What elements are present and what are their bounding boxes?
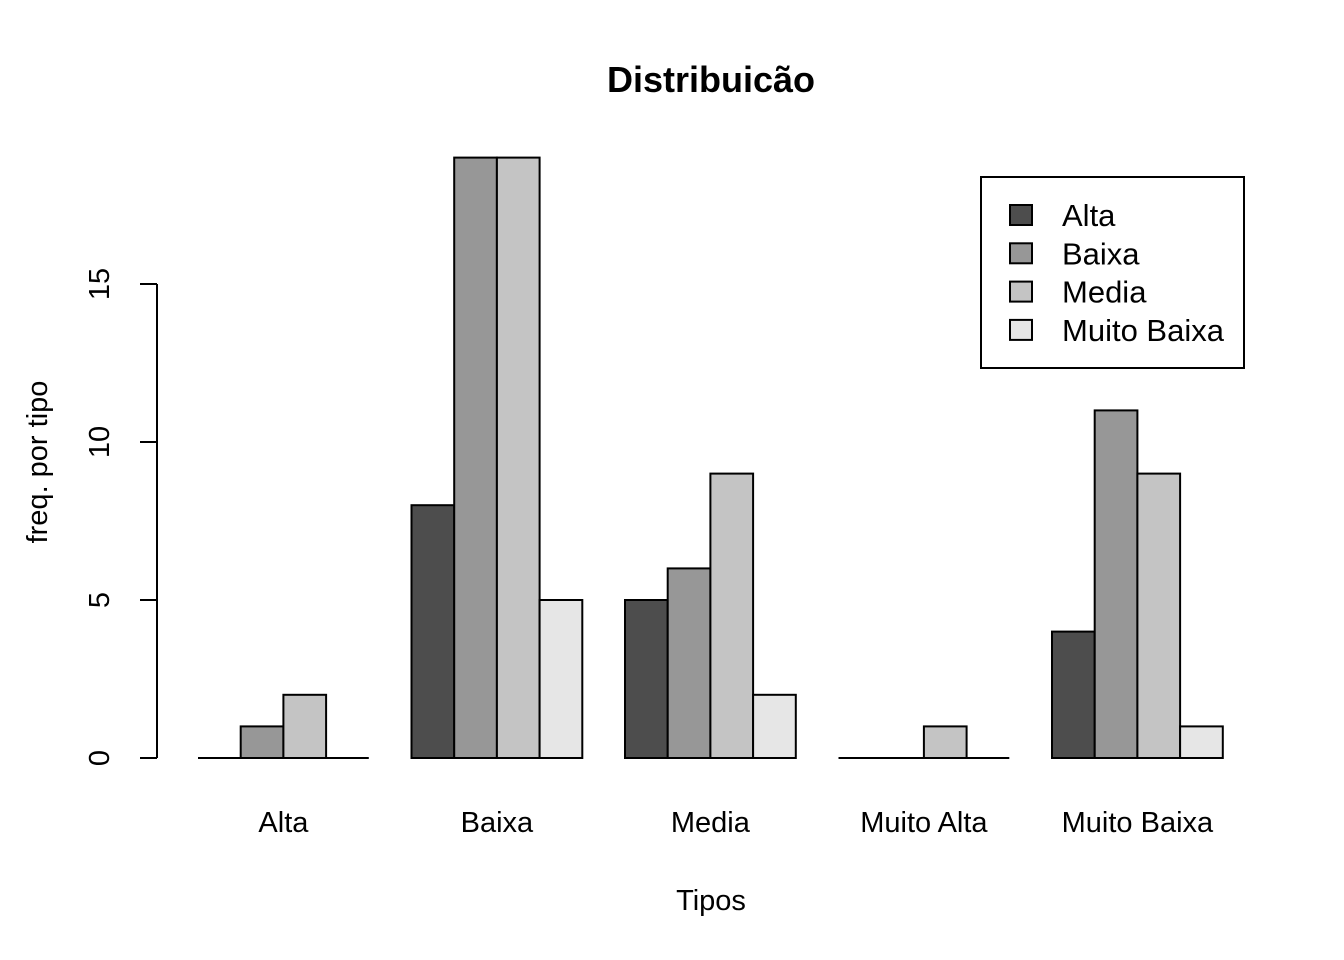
legend-label: Media [1062,275,1147,310]
bar [1051,630,1096,759]
legend-label: Baixa [1062,236,1140,271]
legend-swatch [1009,242,1033,265]
x-tick-labels: Alta Baixa Media Muito Alta Muito Baixa [258,807,1214,839]
legend-swatch [1009,318,1033,341]
y-tick-label: 0 [84,750,116,766]
bar [752,693,797,759]
x-tick-label: Muito Alta [860,807,988,839]
legend-swatch [1009,280,1033,303]
chart-title: Distribuicão [607,59,815,100]
y-axis: 0 5 10 15 [84,268,158,766]
bar [239,725,285,760]
bar [709,472,755,759]
bar [453,156,498,760]
bar [1093,409,1139,759]
bar [624,599,669,759]
bars-group [239,156,1224,760]
x-tick-label: Muito Baixa [1062,807,1214,839]
bar [1136,472,1182,759]
bar [495,156,541,760]
legend-label: Alta [1062,198,1116,233]
legend-label: Muito Baixa [1062,313,1225,348]
x-tick-label: Alta [258,807,309,839]
bar [922,725,968,760]
bar [282,693,328,759]
y-tick-label: 5 [84,592,116,608]
y-axis-label: freq. por tipo [22,381,54,544]
x-axis-label: Tipos [676,885,746,917]
legend-swatch [1009,204,1033,226]
y-tick-label: 10 [84,426,116,458]
y-tick-label: 15 [84,268,116,300]
bar [666,567,712,760]
bar [1179,725,1224,760]
bar [538,599,584,759]
x-tick-label: Media [671,807,751,839]
bar [410,504,456,760]
x-tick-label: Baixa [461,807,534,839]
